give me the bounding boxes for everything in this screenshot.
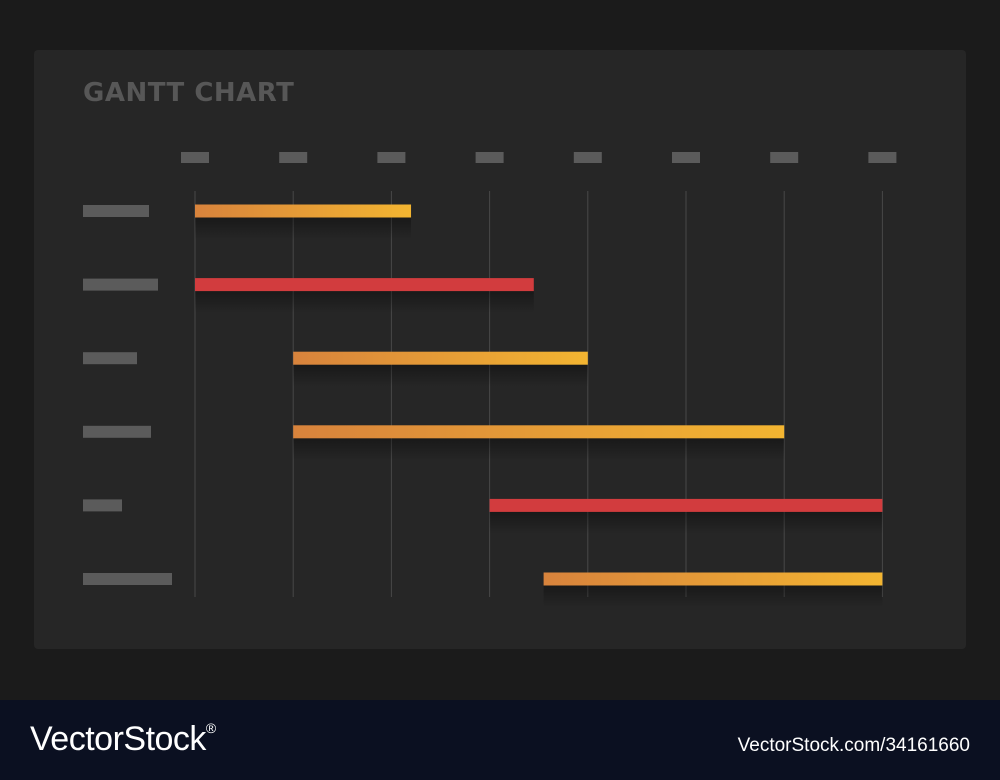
task-bar-shadow bbox=[293, 364, 588, 387]
task-bar bbox=[195, 278, 534, 292]
watermark-footer: VectorStock® VectorStock.com/34161660 bbox=[0, 700, 1000, 780]
x-tick-label-placeholder bbox=[475, 152, 504, 163]
task-bar bbox=[293, 425, 785, 439]
task-bar bbox=[489, 498, 883, 512]
brand-logo: VectorStock® bbox=[30, 720, 216, 759]
x-tick-label-placeholder bbox=[181, 152, 209, 163]
task-label-placeholder bbox=[83, 205, 149, 217]
task-label-placeholder bbox=[83, 499, 122, 512]
x-tick-label-placeholder bbox=[279, 152, 308, 163]
x-tick-label-placeholder bbox=[377, 152, 406, 163]
gantt-chart bbox=[83, 152, 897, 608]
task-bar-shadow bbox=[195, 291, 534, 314]
task-label-placeholder bbox=[83, 425, 151, 438]
task-bar bbox=[195, 204, 412, 218]
task-bar-shadow bbox=[195, 217, 412, 240]
task-bar-shadow bbox=[293, 438, 785, 461]
brand-name: VectorStock bbox=[30, 720, 206, 758]
chart-title: GANTT CHART bbox=[83, 78, 295, 108]
registered-mark: ® bbox=[205, 720, 216, 736]
task-bar-shadow bbox=[543, 585, 883, 608]
image-id: VectorStock.com/34161660 bbox=[737, 735, 970, 756]
x-tick-label-placeholder bbox=[573, 152, 602, 163]
x-tick-label-placeholder bbox=[868, 152, 897, 163]
x-tick-label-placeholder bbox=[672, 152, 700, 163]
task-label-placeholder bbox=[83, 352, 137, 365]
x-tick-label-placeholder bbox=[770, 152, 799, 163]
task-bar-shadow bbox=[489, 511, 883, 534]
task-label-placeholder bbox=[83, 278, 158, 291]
task-bar bbox=[543, 572, 883, 586]
task-label-placeholder bbox=[83, 573, 172, 585]
chart-card bbox=[34, 50, 966, 649]
task-bar bbox=[293, 351, 588, 365]
